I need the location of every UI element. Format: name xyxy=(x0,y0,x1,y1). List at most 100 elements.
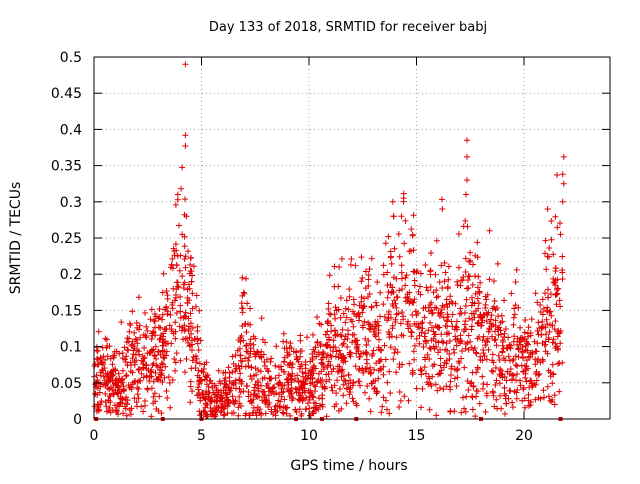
data-point xyxy=(340,353,347,360)
data-point xyxy=(273,390,280,397)
data-point xyxy=(257,412,264,419)
data-point xyxy=(351,301,358,308)
data-point xyxy=(357,382,364,389)
data-point xyxy=(467,257,474,264)
data-point xyxy=(149,362,156,369)
data-point xyxy=(240,388,247,395)
data-point xyxy=(444,311,451,318)
data-point xyxy=(337,294,344,301)
data-point xyxy=(468,294,475,301)
data-point xyxy=(240,289,247,296)
data-point xyxy=(500,355,507,362)
data-point xyxy=(426,406,433,413)
data-point xyxy=(177,302,184,309)
data-point xyxy=(110,391,117,398)
data-point xyxy=(325,300,332,307)
data-point xyxy=(436,279,443,286)
data-point xyxy=(560,153,567,160)
data-point xyxy=(103,403,110,410)
data-point xyxy=(157,324,164,331)
data-point xyxy=(254,379,261,386)
data-point xyxy=(243,275,250,282)
data-point xyxy=(521,329,528,336)
data-point xyxy=(367,364,374,371)
data-point xyxy=(355,378,362,385)
data-point xyxy=(514,386,521,393)
data-point xyxy=(286,360,293,367)
data-point xyxy=(346,286,353,293)
data-point xyxy=(486,320,493,327)
data-point xyxy=(474,366,481,373)
data-point xyxy=(398,309,405,316)
data-point xyxy=(396,287,403,294)
data-point xyxy=(185,248,192,255)
data-point xyxy=(492,306,499,313)
data-point xyxy=(556,220,563,227)
data-point xyxy=(292,406,299,413)
data-point xyxy=(328,322,335,329)
data-point xyxy=(543,331,550,338)
data-point xyxy=(373,360,380,367)
data-point xyxy=(465,284,472,291)
data-point xyxy=(409,232,416,239)
data-point xyxy=(435,349,442,356)
data-point xyxy=(195,347,202,354)
data-point xyxy=(201,361,208,368)
data-point xyxy=(281,358,288,365)
data-point xyxy=(338,405,345,412)
data-point xyxy=(187,268,194,275)
data-point xyxy=(335,306,342,313)
data-point xyxy=(453,342,460,349)
data-point xyxy=(524,347,531,354)
data-point xyxy=(427,271,434,278)
data-point xyxy=(529,382,536,389)
data-point xyxy=(261,362,268,369)
data-point xyxy=(392,318,399,325)
data-point xyxy=(268,388,275,395)
data-point xyxy=(119,379,126,386)
data-point xyxy=(540,323,547,330)
data-point xyxy=(474,388,481,395)
data-point xyxy=(247,340,254,347)
y-tick-label: 0 xyxy=(73,412,82,428)
data-point xyxy=(322,331,329,338)
data-point xyxy=(311,362,318,369)
data-point xyxy=(496,356,503,363)
data-point xyxy=(102,390,109,397)
data-point xyxy=(370,328,377,335)
data-point xyxy=(479,337,486,344)
data-point xyxy=(215,405,222,412)
y-tick-label: 0.5 xyxy=(60,50,82,66)
data-point xyxy=(128,405,135,412)
data-point xyxy=(181,255,188,262)
data-point xyxy=(159,336,166,343)
data-point xyxy=(521,404,528,411)
data-point xyxy=(134,403,141,410)
data-point xyxy=(257,353,264,360)
data-point xyxy=(125,335,132,342)
data-point xyxy=(550,371,557,378)
data-point xyxy=(144,385,151,392)
data-point xyxy=(123,394,130,401)
data-point xyxy=(150,317,157,324)
data-point xyxy=(159,289,166,296)
data-point xyxy=(345,380,352,387)
data-point xyxy=(153,406,160,413)
data-point xyxy=(136,365,143,372)
data-point xyxy=(382,356,389,363)
data-point xyxy=(553,171,560,178)
data-point xyxy=(160,270,167,277)
data-point xyxy=(443,383,450,390)
data-point xyxy=(363,356,370,363)
data-point xyxy=(150,328,157,335)
data-point xyxy=(380,394,387,401)
data-point xyxy=(238,380,245,387)
data-point xyxy=(124,400,131,407)
data-point xyxy=(102,356,109,363)
data-point xyxy=(307,389,314,396)
data-point xyxy=(359,274,366,281)
data-point xyxy=(552,213,559,220)
data-point xyxy=(159,311,166,318)
data-point xyxy=(243,329,250,336)
data-point xyxy=(479,317,486,324)
